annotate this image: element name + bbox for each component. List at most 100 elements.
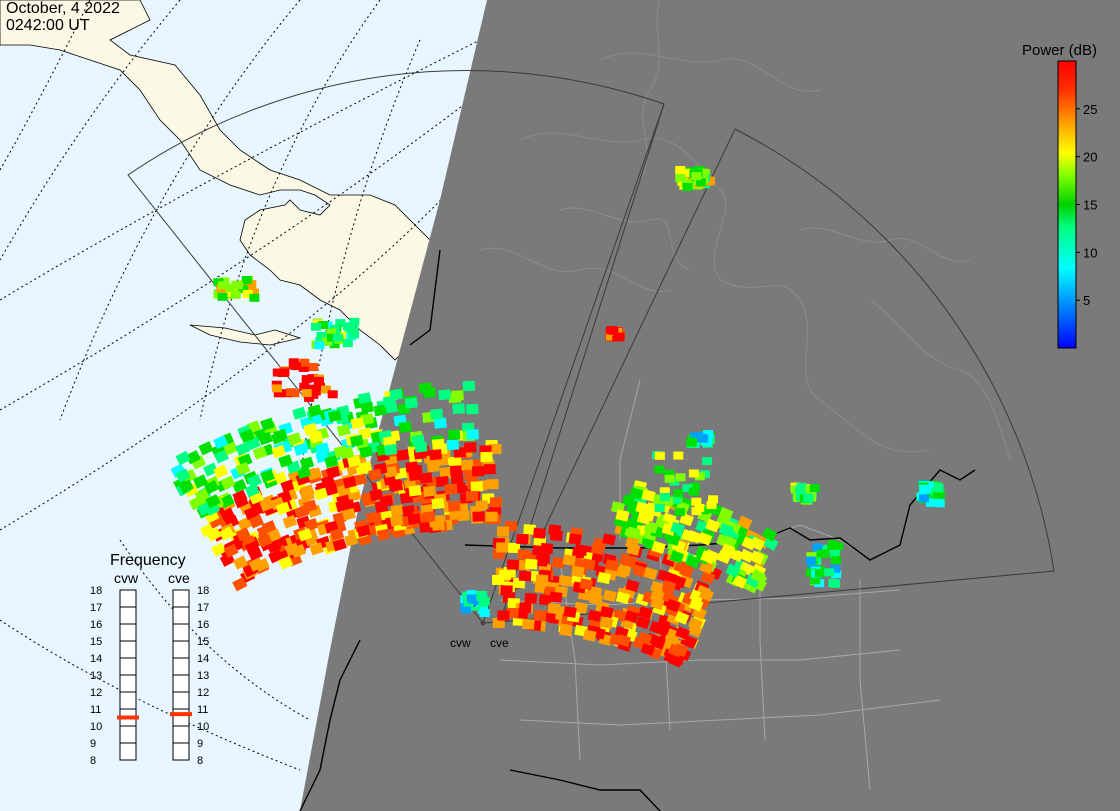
echo-cell [307,374,318,383]
echo-cell [308,430,324,444]
echo-cell [763,536,779,551]
echo-cell [682,183,693,191]
echo-cell [273,389,284,398]
echo-cell [356,524,371,538]
echo-cell [624,610,639,624]
echo-cell [538,594,552,606]
echo-cell [673,643,689,658]
echo-cell [321,475,336,489]
echo-cell [496,542,509,553]
echo-cell [307,404,323,418]
echo-cell [308,363,319,371]
echo-cell [314,341,325,350]
frequency-scale-label: 16 [90,619,102,631]
echo-cell [294,505,309,519]
echo-cell [636,511,652,525]
echo-cell [661,579,677,594]
echo-cell [795,485,805,494]
echo-cell [423,387,437,399]
echo-cell [444,483,458,495]
colorbar-gradient [1057,60,1077,349]
echo-cell [360,401,374,414]
echo-cell [574,601,588,614]
echo-cell [300,484,315,498]
echo-cell [431,498,445,510]
echo-cell [350,417,365,430]
echo-cell [175,468,191,483]
echo-cell [203,462,219,477]
echo-cell [449,456,462,468]
echo-cell [257,533,273,548]
echo-cell [326,465,341,479]
echo-cell [213,435,229,450]
echo-cell [223,441,239,456]
echo-cell [678,564,694,579]
echo-cell [534,582,548,594]
echo-cell [405,461,419,473]
echo-cell [665,532,681,547]
echo-cell [924,485,935,494]
echo-cell [447,429,461,441]
echo-cell [682,634,698,649]
echo-cell [382,395,397,408]
echo-cell [260,469,275,483]
echo-cell [681,528,696,543]
echo-cell [517,549,530,560]
echo-cell [700,550,716,564]
echo-cell [732,574,748,589]
frequency-scale-label: 14 [197,653,209,665]
echo-cell [321,385,331,394]
echo-cell [298,364,309,372]
echo-cell [315,382,325,391]
echo-cell [213,464,229,479]
echo-cell [223,543,239,558]
echo-cell [664,474,675,483]
echo-cell [447,500,461,512]
echo-cell [235,442,251,456]
echo-cell [335,319,346,328]
echo-cell [708,495,718,504]
echo-cell [408,484,422,497]
echo-cell [313,376,324,385]
echo-cell [342,476,357,489]
radar-sites: cvw cve [450,620,509,650]
echo-cell [464,442,477,453]
echo-cell [271,444,287,459]
echo-cell [271,431,286,445]
echo-cell [219,526,235,541]
echo-cell [175,450,191,466]
echo-cell [602,589,617,602]
echo-cell [205,494,221,509]
echo-cell [301,389,312,397]
echo-cell [524,558,538,570]
echo-cell [699,560,715,575]
echo-cell [599,616,614,630]
echo-cell [287,432,302,446]
echo-cell [697,433,707,442]
echo-cell [398,421,413,433]
echo-cell [426,461,440,473]
echo-cell [476,593,487,602]
echo-cell [827,544,838,553]
echo-cell [329,527,345,541]
echo-cell [324,455,339,469]
echo-cell [599,605,614,619]
echo-cell [934,499,945,508]
echo-cell [660,493,670,501]
colorbar-tick-label: 5 [1083,293,1090,308]
alaska-land [0,0,441,361]
echo-cell [812,543,823,552]
echo-cell [466,403,479,415]
echo-cell [669,550,685,564]
frequency-scale-label: 9 [197,738,203,750]
echo-cell [761,527,778,542]
radar-site-cve-label: cve [490,636,509,650]
echo-cell [448,392,461,404]
echo-cell [450,473,464,485]
echo-cell [651,540,666,554]
echo-cell [241,276,252,284]
echo-cell [211,542,227,557]
echo-cell [626,503,641,516]
echo-cell [309,542,324,556]
echo-cell [237,453,253,468]
